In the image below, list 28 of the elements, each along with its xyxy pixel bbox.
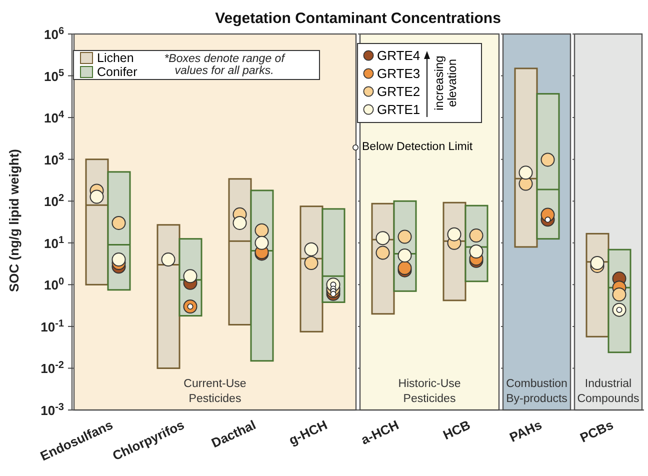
annotation: *Boxes denote range of values for all parks. xyxy=(163,53,286,77)
x-tick-label: PCBs xyxy=(578,417,616,446)
legend-label: Below Detection Limit xyxy=(362,141,473,153)
y-tick-label: 10$^{3}$ xyxy=(44,150,64,168)
y-axis-title: SOC (ng/g lipid weight) xyxy=(6,149,22,292)
band-label: Current-Use Pesticides xyxy=(184,378,246,405)
band-label: Historic-Use Pesticides xyxy=(398,378,461,405)
legend-label: Conifer xyxy=(97,64,138,78)
legend-label: Lichen xyxy=(97,50,134,64)
legend-label: GRTE2 xyxy=(377,83,420,100)
y-tick-label: 10$^{0}$ xyxy=(44,276,64,293)
y-tick-label: 10$^{5}$ xyxy=(44,67,64,84)
chart-title: Vegetation Contaminant Concentrations xyxy=(214,10,502,27)
legend-label: GRTE3 xyxy=(377,65,420,82)
y-tick-label: 10$^{6}$ xyxy=(44,26,64,42)
y-tick-label: 10$^{4}$ xyxy=(44,109,64,126)
y-tick-label: 10$^{-2}$ xyxy=(40,360,64,376)
band-label: Combustion By-products xyxy=(506,378,568,405)
y-tick-label: 10$^{2}$ xyxy=(44,192,64,210)
x-tick-label: PAHs xyxy=(507,417,544,445)
annotation: increasing elevation xyxy=(432,54,460,112)
y-tick-label: 10$^{-3}$ xyxy=(40,402,64,418)
x-tick-label: HCB xyxy=(440,417,473,443)
band-label: Industrial Compounds xyxy=(577,378,640,405)
legend-label: GRTE4 xyxy=(377,47,420,64)
legend-label: GRTE1 xyxy=(377,101,420,118)
y-tick-label: 10$^{1}$ xyxy=(44,234,64,251)
y-tick-label: 10$^{-1}$ xyxy=(40,318,64,334)
